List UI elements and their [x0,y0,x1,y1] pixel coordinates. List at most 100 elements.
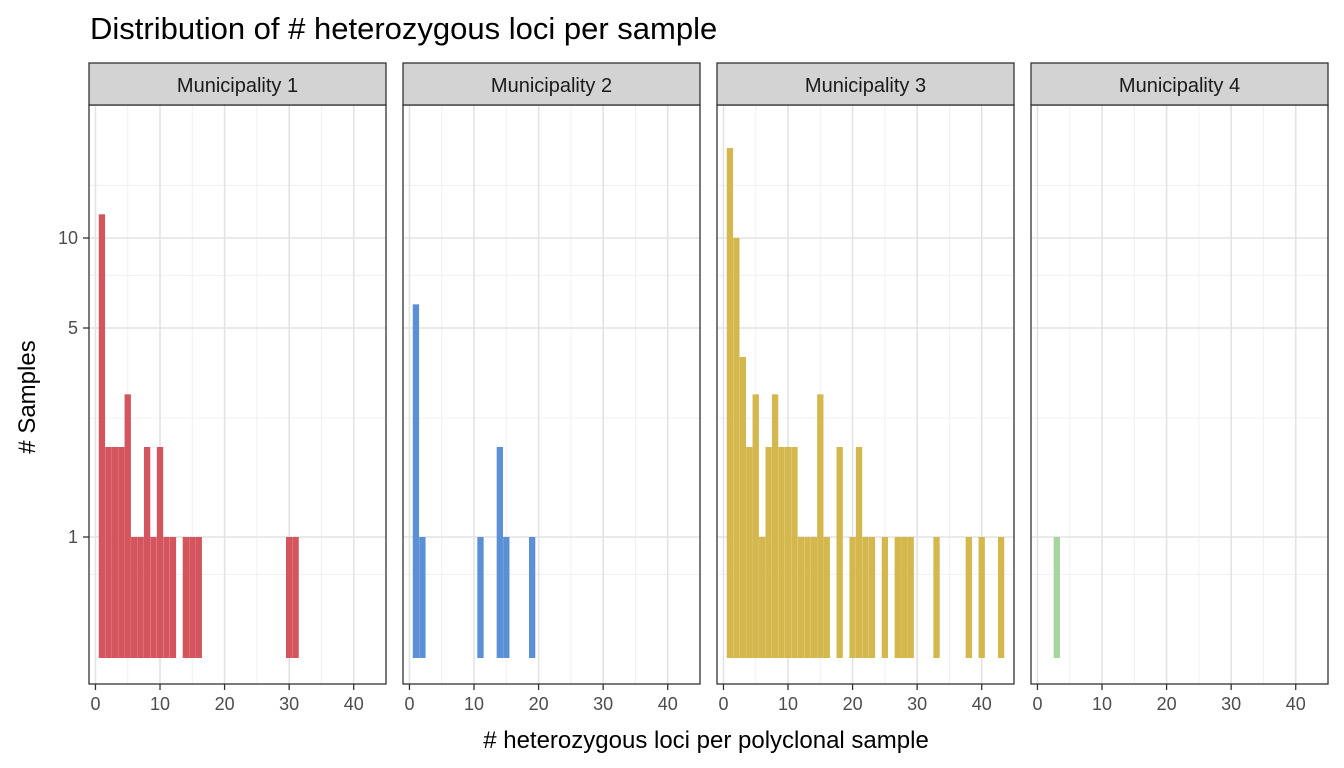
facet-strip-label: Municipality 3 [805,75,926,97]
bar [150,537,157,658]
x-tick-label: 0 [404,694,414,714]
bar [965,537,972,658]
x-tick-label: 20 [843,694,863,714]
bar [907,537,914,658]
x-tick-label: 30 [593,694,613,714]
bar [195,537,202,658]
x-tick-label: 20 [215,694,235,714]
x-tick-label: 20 [1157,694,1177,714]
facet-panel-1: Municipality 1 0 10 20 30 40 [88,62,387,714]
bar [849,537,856,658]
y-tick-label: 5 [68,318,78,338]
bar [163,537,170,658]
bar [124,394,131,658]
bar [978,537,985,658]
x-tick-label: 10 [1092,694,1112,714]
bar [894,537,901,658]
facet-panel-3: Municipality 3 0 10 20 30 40 [716,62,1015,714]
bar [778,446,785,658]
bar [823,537,830,658]
bar [98,214,106,658]
bar [739,356,746,658]
bar [836,446,843,658]
y-tick-label: 10 [58,228,78,248]
bar [855,446,863,658]
x-axis: 0 10 20 30 40 [404,684,678,714]
x-tick-label: 30 [907,694,927,714]
minor-gridlines [1031,105,1328,684]
x-tick-label: 40 [658,694,678,714]
x-axis: 0 10 20 30 40 [718,684,992,714]
bar [118,446,125,658]
bar [1053,537,1060,658]
x-axis-title: # heterozygous loci per polyclonal sampl… [483,727,929,754]
major-gridlines [1031,105,1328,684]
bar-series [726,147,1005,658]
bar [810,537,818,658]
bar [528,537,536,658]
bar [477,537,484,658]
bar [817,394,824,658]
bar [759,537,766,658]
bar [791,446,798,658]
facet-strip-label: Municipality 2 [491,75,612,97]
panel-background [1031,105,1328,684]
panel-background [403,105,700,684]
bar [285,537,293,658]
bar [746,446,753,658]
bar-series [1053,537,1060,658]
bar-series [412,304,536,658]
bar [797,537,805,658]
bar [901,537,908,658]
facet-strip [716,62,1015,106]
bar [105,446,112,658]
minor-gridlines [89,105,386,684]
x-tick-label: 0 [718,694,728,714]
bar [496,446,504,658]
bar [169,537,177,658]
bar [752,394,759,658]
bar [503,537,510,658]
y-axis-title: # Samples [14,340,41,453]
bar [137,537,144,658]
bar [765,446,772,658]
bar [733,238,740,658]
chart-title: Distribution of # heterozygous loci per … [90,11,717,46]
bar [881,537,889,658]
bar [771,394,779,658]
x-tick-label: 10 [464,694,484,714]
bar [182,537,190,658]
bar [868,537,876,658]
x-tick-label: 30 [1221,694,1241,714]
bar-series [98,214,299,658]
facet-panels: Municipality 1 0 10 20 30 40 Municipality 2 0 10… [88,62,1329,714]
y-tick-label: 1 [68,527,78,547]
bar [862,537,869,658]
bar [726,147,734,658]
facet-panel-2: Municipality 2 0 10 20 30 40 [402,62,701,714]
facet-strip [402,62,701,106]
bar [111,446,118,658]
x-tick-label: 0 [1032,694,1042,714]
x-tick-label: 20 [529,694,549,714]
x-tick-label: 30 [279,694,299,714]
x-tick-label: 10 [778,694,798,714]
facet-panel-4: Municipality 4 0 10 20 30 40 [1030,62,1329,714]
bar [784,446,792,658]
bar [143,446,151,658]
x-axis: 0 10 20 30 40 [90,684,364,714]
facet-strip-label: Municipality 1 [177,75,298,97]
bar [933,537,940,658]
x-tick-label: 10 [150,694,170,714]
facet-strip-label: Municipality 4 [1119,75,1240,97]
facet-strip [1030,62,1329,106]
bar [292,537,299,658]
bar [419,537,426,658]
x-tick-label: 40 [1286,694,1306,714]
x-axis: 0 10 20 30 40 [1032,684,1306,714]
facet-strip [88,62,387,106]
bar [412,304,420,658]
bar [131,537,138,658]
